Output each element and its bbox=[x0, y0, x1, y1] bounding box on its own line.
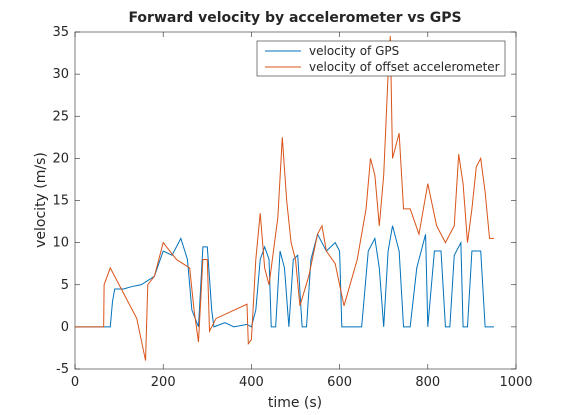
legend-label: velocity of GPS bbox=[309, 44, 399, 58]
chart-title: Forward velocity by accelerometer vs GPS bbox=[128, 10, 461, 26]
y-axis-label: velocity (m/s) bbox=[33, 152, 49, 248]
x-tick-label: 200 bbox=[151, 375, 176, 390]
y-tick-label: -5 bbox=[56, 362, 69, 377]
legend-label: velocity of offset accelerometer bbox=[309, 60, 500, 74]
y-tick-label: 20 bbox=[52, 151, 69, 166]
x-tick-label: 400 bbox=[239, 375, 264, 390]
y-tick-label: 15 bbox=[52, 194, 69, 209]
y-tick-label: 0 bbox=[61, 320, 69, 335]
y-tick-label: 5 bbox=[61, 278, 69, 293]
x-tick-label: 1000 bbox=[499, 375, 532, 390]
y-tick-label: 35 bbox=[52, 25, 69, 40]
y-tick-label: 10 bbox=[52, 236, 69, 251]
x-axis-label: time (s) bbox=[268, 395, 322, 411]
plot-area bbox=[74, 31, 517, 370]
data-line bbox=[75, 225, 494, 328]
x-tick-label: 0 bbox=[71, 375, 79, 390]
x-tick-label: 800 bbox=[415, 375, 440, 390]
x-tick-label: 600 bbox=[327, 375, 352, 390]
data-line bbox=[75, 36, 494, 361]
y-tick-label: 25 bbox=[52, 109, 69, 124]
legend-box bbox=[256, 40, 506, 77]
y-tick-label: 30 bbox=[52, 67, 69, 82]
